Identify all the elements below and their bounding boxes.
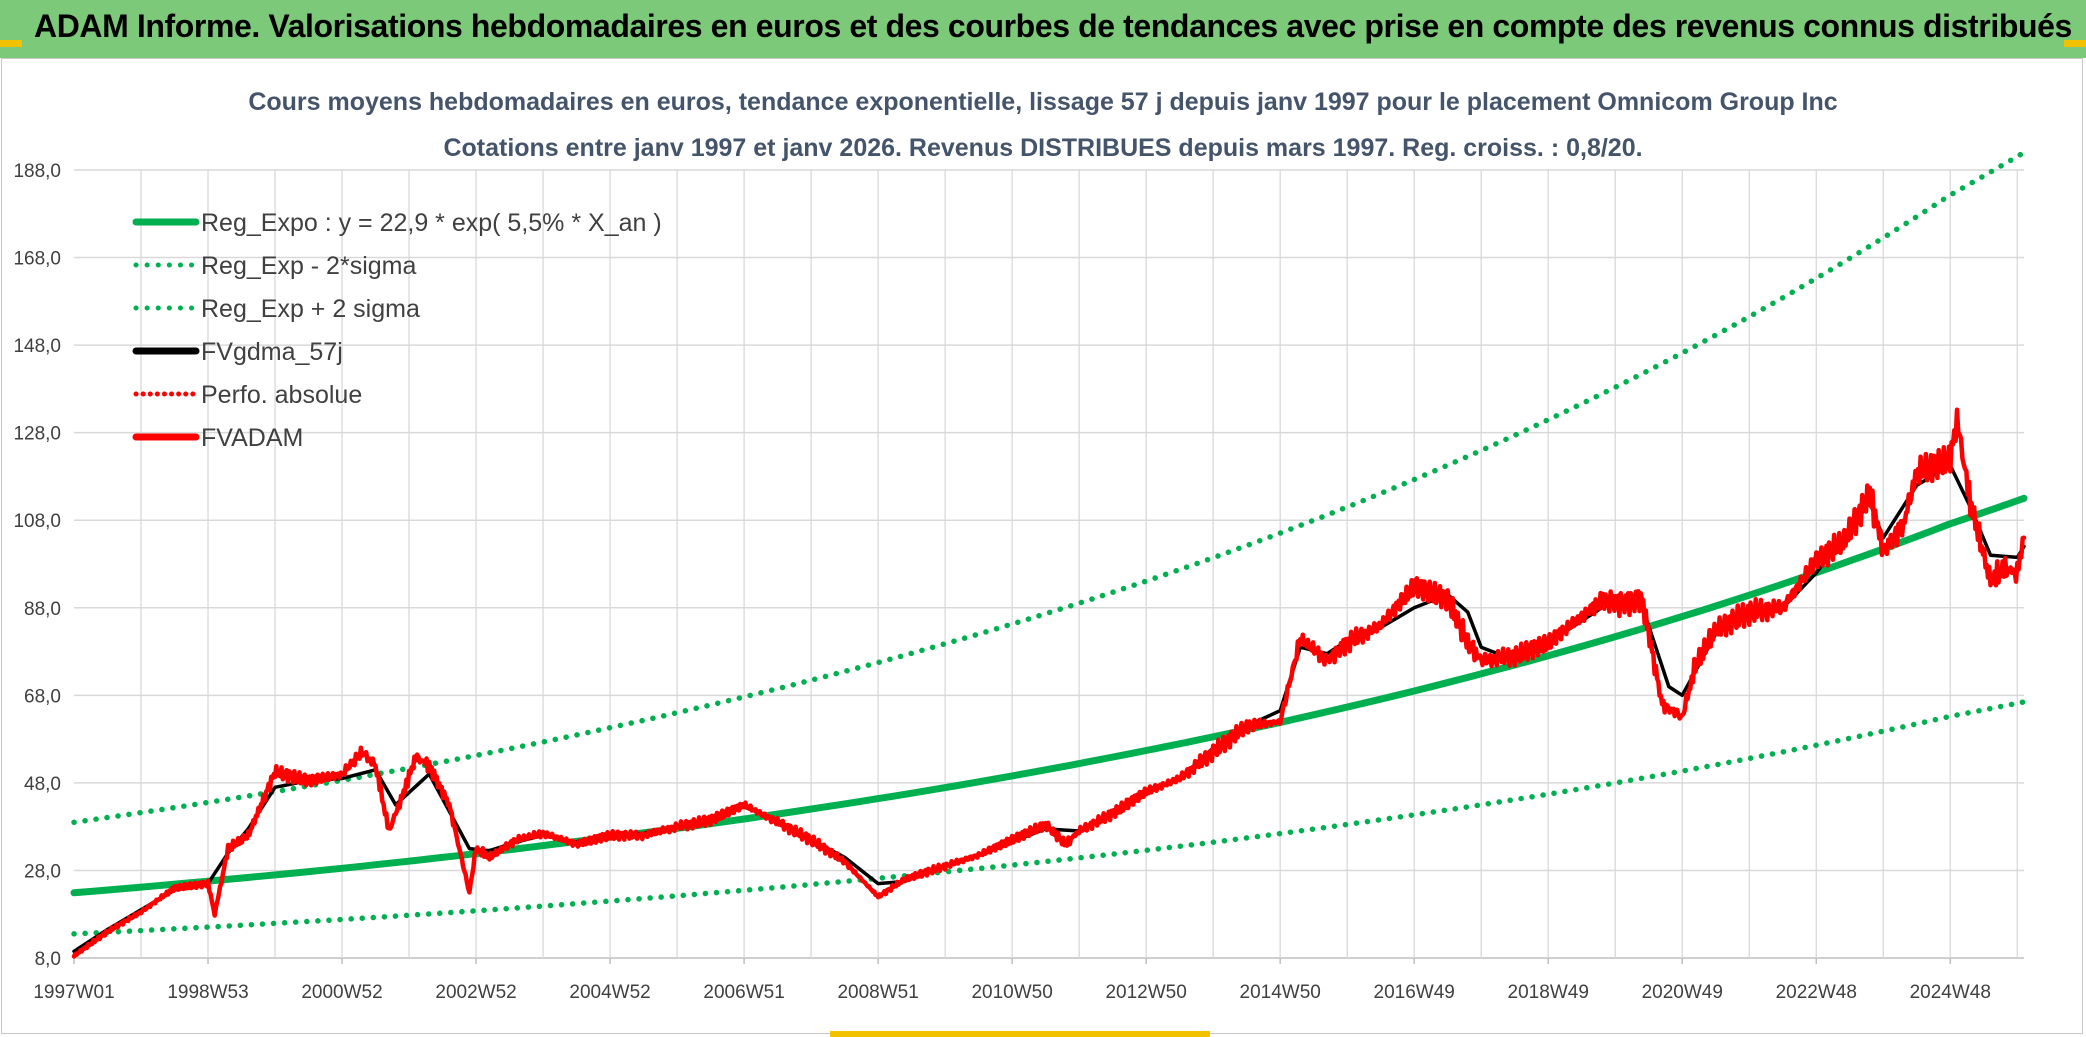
legend-label-2: Reg_Exp + 2 sigma: [201, 295, 420, 323]
corner-marker-left: [0, 40, 22, 47]
x-tick-label: 1997W01: [33, 982, 114, 1003]
x-tick-label: 2000W52: [301, 982, 382, 1003]
x-tick-label: 2016W49: [1374, 982, 1455, 1003]
x-tick-label: 2024W48: [1910, 982, 1991, 1003]
y-tick-label: 148,0: [13, 336, 61, 357]
x-tick-label: 2022W48: [1776, 982, 1857, 1003]
legend-label-0: Reg_Expo : y = 22,9 * exp( 5,5% * X_an ): [201, 209, 662, 237]
y-tick-label: 68,0: [24, 686, 61, 707]
y-tick-label: 108,0: [13, 511, 61, 532]
series-line-1: [71, 699, 2027, 937]
y-tick-label: 28,0: [24, 861, 61, 882]
chart-subtitle: Cotations entre janv 1997 et janv 2026. …: [443, 134, 1642, 162]
grid-lines: [74, 169, 2024, 959]
y-tick-label: 168,0: [13, 249, 61, 270]
x-tick-label: 2018W49: [1508, 982, 1589, 1003]
series-line-2: [71, 149, 2027, 826]
x-tick-label: 2014W50: [1240, 982, 1321, 1003]
y-tick-label: 88,0: [24, 599, 61, 620]
plot-series: [70, 149, 2028, 959]
bottom-scroll-indicator: [830, 1031, 1210, 1037]
x-tick-label: 2004W52: [569, 982, 650, 1003]
x-tick-label: 2012W50: [1105, 982, 1186, 1003]
y-tick-label: 8,0: [35, 949, 61, 970]
chart-title: Cours moyens hebdomadaires en euros, ten…: [248, 88, 1837, 116]
x-tick-label: 2006W51: [703, 982, 784, 1003]
series-line-0: [70, 494, 2028, 897]
report-title: ADAM Informe. Valorisations hebdomadaire…: [34, 8, 2072, 44]
y-axis: 8,0 28,0 48,0 68,0 88,0 108,0 128,0 148,0 168,0 1…: [13, 161, 61, 970]
legend-label-1: Reg_Exp - 2*sigma: [201, 252, 416, 280]
legend-label-5: FVADAM: [201, 424, 303, 452]
series-line-3: [72, 463, 2026, 954]
x-tick-label: 2020W49: [1642, 982, 1723, 1003]
series-line-5: [71, 407, 2027, 959]
y-tick-label: 188,0: [13, 161, 61, 182]
x-axis: 1997W01 1998W53 2000W52 2002W52 2004W52 2006W…: [33, 958, 1991, 1003]
legend: Reg_Expo : y = 22,9 * exp( 5,5% * X_an )…: [132, 209, 662, 452]
legend-label-4: Perfo. absolue: [201, 381, 362, 409]
corner-marker-right: [2064, 40, 2086, 47]
x-tick-label: 1998W53: [167, 982, 248, 1003]
legend-label-3: FVgdma_57j: [201, 338, 343, 366]
y-tick-label: 128,0: [13, 424, 61, 445]
x-tick-label: 2008W51: [837, 982, 918, 1003]
header-banner: ADAM Informe. Valorisations hebdomadaire…: [0, 0, 2086, 58]
y-tick-label: 48,0: [24, 774, 61, 795]
x-tick-label: 2002W52: [435, 982, 516, 1003]
x-tick-label: 2010W50: [971, 982, 1052, 1003]
